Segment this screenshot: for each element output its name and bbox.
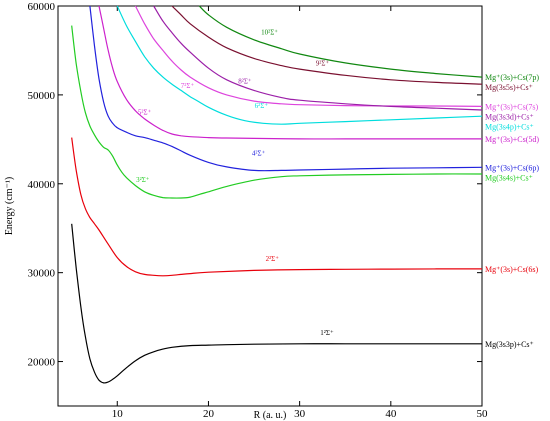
x-axis-label: R (a. u.) bbox=[254, 410, 287, 421]
series-label-6: 6²Σ⁺ bbox=[255, 102, 269, 110]
curve-labels: 1²Σ⁺ 2²Σ⁺ 3²Σ⁺ 4²Σ⁺ 5²Σ⁺ 6²Σ⁺ 7²Σ⁺ 8²Σ⁺ 9²Σ⁺ 10²Σ… bbox=[136, 28, 334, 336]
series-label-9: 9²Σ⁺ bbox=[316, 60, 330, 68]
y-tick-label: 40000 bbox=[28, 179, 56, 191]
asymptote-label-9: Mg(3s5s)+Cs⁺ bbox=[485, 83, 533, 92]
asymptote-label-6: Mg(3s4p)+Cs⁺ bbox=[485, 122, 534, 131]
series-line-6 bbox=[116, 5, 483, 125]
curves bbox=[71, 5, 483, 384]
x-tick-label: 20 bbox=[203, 408, 215, 420]
series-line-1 bbox=[71, 223, 482, 384]
y-tick-label: 60000 bbox=[28, 1, 56, 13]
x-tick-label: 50 bbox=[477, 408, 489, 420]
y-tick-label: 20000 bbox=[28, 357, 56, 369]
asymptote-label-7: Mg⁺(3s)+Cs(7s) bbox=[485, 102, 539, 111]
series-label-10: 10²Σ⁺ bbox=[261, 28, 278, 36]
series-line-10 bbox=[198, 5, 483, 78]
asymptote-label-5: Mg⁺(3s)+Cs(5d) bbox=[485, 135, 539, 144]
y-tick-label: 50000 bbox=[28, 90, 56, 102]
series-line-8 bbox=[153, 5, 483, 111]
series-label-5: 5²Σ⁺ bbox=[138, 108, 152, 116]
asymptote-label-10: Mg⁺(3s)+Cs(7p) bbox=[485, 73, 539, 82]
asymptote-label-8: Mg(3s3d)+Cs⁺ bbox=[485, 112, 534, 121]
series-label-4: 4²Σ⁺ bbox=[252, 149, 266, 157]
series-label-1: 1²Σ⁺ bbox=[320, 329, 334, 337]
x-axis-ticks: 10 20 30 40 50 bbox=[112, 6, 488, 420]
x-tick-label: 10 bbox=[112, 408, 124, 420]
x-tick-label: 30 bbox=[294, 408, 306, 420]
asymptote-label-4: Mg⁺(3s)+Cs(6p) bbox=[485, 163, 539, 172]
plot-frame bbox=[57, 5, 483, 407]
asymptote-labels: Mg⁺(3s)+Cs(7p)Mg(3s5s)+Cs⁺ Mg⁺(3s)+Cs(7s)… bbox=[485, 73, 539, 349]
asymptote-label-2: Mg⁺(3s)+Cs(6s) bbox=[485, 265, 539, 274]
y-axis-ticks: 20000 30000 40000 50000 60000 bbox=[28, 1, 482, 369]
asymptote-label-3: Mg(3s4s)+Cs⁺ bbox=[485, 173, 533, 182]
series-line-5 bbox=[98, 5, 482, 140]
series-line-3 bbox=[71, 25, 483, 199]
series-label-8: 8²Σ⁺ bbox=[238, 77, 252, 85]
series-line-7 bbox=[134, 5, 483, 107]
y-tick-label: 30000 bbox=[28, 268, 56, 280]
y-axis-label: Energy (cm⁻¹) bbox=[4, 177, 15, 235]
series-line-2 bbox=[71, 137, 482, 277]
asymptote-label-1: Mg(3s3p)+Cs⁺ bbox=[485, 340, 534, 349]
series-label-7: 7²Σ⁺ bbox=[181, 82, 195, 90]
series-label-2: 2²Σ⁺ bbox=[266, 255, 280, 263]
series-label-3: 3²Σ⁺ bbox=[136, 176, 150, 184]
series-line-9 bbox=[171, 5, 483, 85]
x-tick-label: 40 bbox=[385, 408, 397, 420]
series-line-4 bbox=[89, 5, 483, 172]
